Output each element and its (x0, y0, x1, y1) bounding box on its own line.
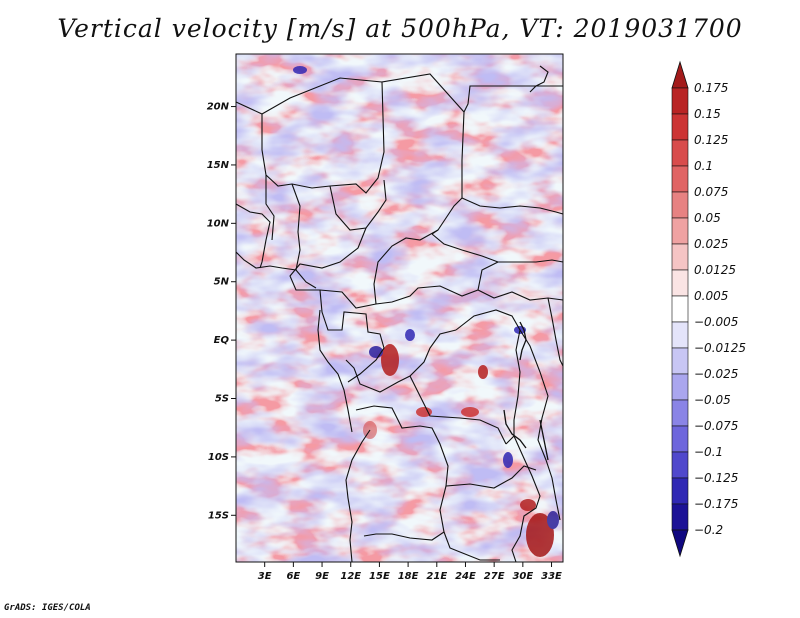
colorbar-label: 0.125 (694, 133, 728, 147)
lon-tick-label: 6E (286, 571, 300, 582)
colorbar-label: 0.005 (694, 289, 728, 303)
lat-tick-label: 10N (207, 218, 230, 229)
lat-tick-label: 5N (214, 277, 230, 288)
lon-tick-label: 24E (455, 571, 476, 582)
colorbar-segment (671, 451, 689, 479)
colorbar-max-triangle (671, 60, 689, 89)
colorbar-segment (671, 503, 689, 531)
country-boundaries (235, 65, 564, 563)
colorbar-segment (671, 139, 689, 167)
lat-tick-label: 15N (207, 160, 230, 171)
colorbar-label: −0.005 (694, 315, 738, 329)
lon-tick-label: 18E (398, 571, 419, 582)
footer-credit: GrADS: IGES/COLA (4, 603, 91, 613)
colorbar-segment (671, 399, 689, 427)
colorbar-segment (671, 113, 689, 141)
lon-tick-label: 12E (340, 571, 361, 582)
colorbar-label: −0.175 (694, 497, 738, 511)
lon-tick-label: 3E (258, 571, 272, 582)
colorbar-label: −0.1 (694, 445, 723, 459)
lat-tick-label: EQ (214, 335, 230, 346)
colorbar-segment (671, 191, 689, 219)
colorbar-segment (671, 321, 689, 349)
vertical-velocity-field (236, 54, 563, 562)
colorbar-label: 0.175 (694, 81, 728, 95)
lat-tick-label: 5S (215, 394, 229, 405)
colorbar-segment (671, 477, 689, 505)
colorbar-label: −0.025 (694, 367, 738, 381)
colorbar-label: −0.125 (694, 471, 738, 485)
map-title: Vertical velocity [m/s] at 500hPa, VT: 2… (57, 14, 743, 43)
colorbar-label: −0.05 (694, 393, 731, 407)
lon-tick-label: 15E (369, 571, 390, 582)
latitude-axis: 20N 15N 10N 5N EQ 5S 10S 15S (207, 102, 236, 521)
colorbar-label: −0.0125 (694, 341, 746, 355)
colorbar: 0.175 0.15 0.125 0.1 0.075 0.05 0.025 0.0125 0.0… (671, 60, 746, 558)
lon-tick-label: 30E (512, 571, 533, 582)
map-panel (235, 53, 564, 563)
colorbar-label: 0.075 (694, 185, 728, 199)
colorbar-label: −0.075 (694, 419, 738, 433)
colorbar-label: −0.2 (694, 523, 723, 537)
colorbar-label: 0.1 (694, 159, 713, 173)
colorbar-label: 0.15 (694, 107, 721, 121)
map-frame (235, 53, 564, 563)
colorbar-segment (671, 347, 689, 375)
colorbar-segment (671, 243, 689, 271)
lat-tick-label: 15S (208, 510, 229, 521)
colorbar-segment (671, 87, 689, 115)
colorbar-segment (671, 165, 689, 193)
colorbar-label: 0.0125 (694, 263, 736, 277)
colorbar-label: 0.025 (694, 237, 728, 251)
colorbar-min-triangle (671, 529, 689, 558)
colorbar-segment (671, 295, 689, 323)
lon-tick-label: 27E (484, 571, 505, 582)
lon-tick-label: 9E (315, 571, 329, 582)
lon-tick-label: 21E (426, 571, 447, 582)
colorbar-segment (671, 217, 689, 245)
colorbar-segment (671, 269, 689, 297)
colorbar-segment (671, 425, 689, 453)
lat-tick-label: 10S (208, 452, 229, 463)
lon-tick-label: 33E (541, 571, 562, 582)
colorbar-segment (671, 373, 689, 401)
longitude-axis: 3E 6E 9E 12E 15E 18E 21E 24E 27E 30E 33E (258, 562, 562, 582)
lat-tick-label: 20N (207, 102, 230, 113)
colorbar-label: 0.05 (694, 211, 721, 225)
